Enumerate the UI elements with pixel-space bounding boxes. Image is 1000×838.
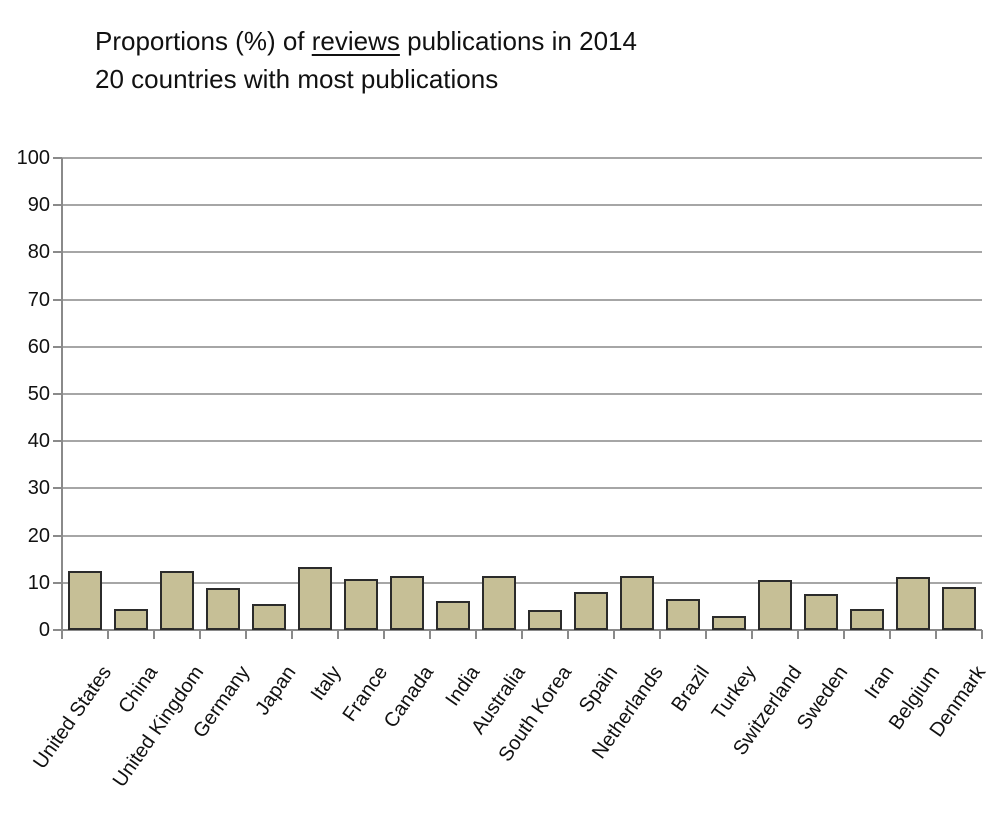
- bar-south-korea: [528, 609, 562, 630]
- bar-germany: [206, 587, 240, 630]
- bar-united-states: [68, 571, 102, 630]
- y-axis-tick-50: [53, 393, 62, 395]
- y-axis-label-50: 50: [27, 383, 50, 405]
- gridline-80: [62, 251, 982, 254]
- y-axis-tick-30: [53, 487, 62, 490]
- x-axis-tick-18: [889, 630, 891, 639]
- x-axis-tick-10: [521, 630, 523, 639]
- title-text-prefix: Proportions (%) of: [95, 26, 312, 56]
- x-axis-tick-14: [705, 630, 707, 639]
- bar-sweden: [804, 594, 838, 630]
- x-axis-label-japan: Japan: [250, 662, 301, 720]
- y-axis-label-40: 40: [27, 430, 50, 453]
- gridline-90: [62, 204, 982, 207]
- bar-canada: [390, 575, 424, 630]
- y-axis-tick-40: [53, 440, 62, 443]
- y-axis-label-0: 0: [38, 619, 50, 641]
- y-axis-tick-90: [53, 204, 62, 207]
- x-axis-label-united-states: United States: [29, 662, 117, 773]
- y-axis-tick-70: [53, 298, 62, 301]
- bar-belgium: [896, 577, 930, 630]
- gridline-10: [62, 581, 982, 584]
- y-axis-tick-80: [53, 251, 62, 254]
- bar-united-kingdom: [160, 571, 194, 630]
- y-axis-label-100: 100: [16, 147, 50, 169]
- y-axis-tick-20: [53, 534, 62, 537]
- chart-title-line2: 20 countries with most publications: [95, 64, 499, 94]
- x-axis-tick-9: [475, 630, 477, 639]
- bar-netherlands: [620, 575, 654, 630]
- y-axis-label-70: 70: [27, 288, 50, 311]
- x-axis-label-brazil: Brazil: [667, 662, 715, 716]
- x-axis-label-india: India: [441, 662, 485, 711]
- gridline-30: [62, 487, 982, 490]
- x-axis-tick-11: [567, 630, 569, 639]
- title-text-underlined: reviews: [311, 26, 400, 56]
- gridline-70: [62, 298, 982, 301]
- y-axis-label-80: 80: [27, 241, 50, 264]
- gridline-50: [62, 393, 982, 395]
- x-axis-tick-20: [981, 630, 983, 639]
- gridline-100: [62, 157, 982, 159]
- x-axis-tick-13: [659, 630, 661, 639]
- y-axis-line: [61, 158, 63, 631]
- y-axis-label-30: 30: [27, 477, 50, 500]
- x-axis-tick-3: [199, 630, 201, 639]
- gridline-20: [62, 534, 982, 537]
- y-axis-label-10: 10: [27, 571, 50, 594]
- bar-china: [114, 608, 148, 630]
- gridline-60: [62, 345, 982, 348]
- x-axis-tick-5: [291, 630, 293, 639]
- bar-australia: [482, 575, 516, 630]
- y-axis-tick-60: [53, 345, 62, 348]
- y-axis-tick-100: [53, 157, 62, 159]
- x-axis-label-italy: Italy: [306, 662, 347, 705]
- bar-italy: [298, 567, 332, 630]
- x-axis-tick-4: [245, 630, 247, 639]
- x-axis-tick-12: [613, 630, 615, 639]
- chart-title-line1: Proportions (%) of reviews publications …: [95, 22, 637, 60]
- bar-spain: [574, 591, 608, 630]
- gridline-40: [62, 440, 982, 443]
- x-axis-tick-8: [429, 630, 431, 639]
- x-axis-tick-17: [843, 630, 845, 639]
- x-axis-tick-7: [383, 630, 385, 639]
- bar-turkey: [712, 615, 746, 630]
- bar-iran: [850, 608, 884, 630]
- x-axis-tick-15: [751, 630, 753, 639]
- y-axis-label-90: 90: [27, 194, 50, 217]
- bar-japan: [252, 604, 286, 630]
- x-axis-tick-0: [61, 630, 63, 639]
- x-axis-tick-2: [153, 630, 155, 639]
- bar-switzerland: [758, 580, 792, 630]
- y-axis-label-60: 60: [27, 335, 50, 358]
- title-text-suffix: publications in 2014: [399, 26, 637, 56]
- y-axis-tick-10: [53, 581, 62, 584]
- x-axis-label-iran: Iran: [860, 662, 899, 703]
- x-axis-tick-19: [935, 630, 937, 639]
- x-axis-tick-6: [337, 630, 339, 639]
- chart-title: Proportions (%) of reviews publications …: [95, 22, 637, 98]
- y-axis-label-20: 20: [27, 524, 50, 547]
- x-axis-tick-16: [797, 630, 799, 639]
- bar-india: [436, 601, 470, 630]
- bar-denmark: [942, 587, 976, 630]
- bar-france: [344, 578, 378, 630]
- x-axis-line: [53, 629, 982, 631]
- bar-brazil: [666, 598, 700, 630]
- x-axis-tick-1: [107, 630, 109, 639]
